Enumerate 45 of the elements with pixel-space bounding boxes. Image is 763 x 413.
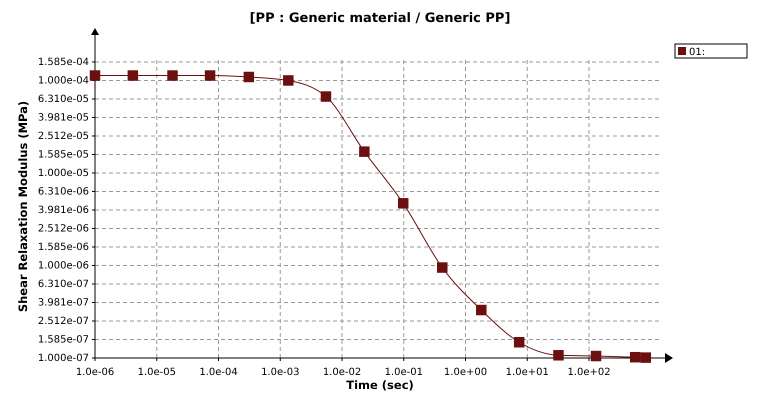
point xyxy=(476,304,487,316)
y-tick-label: 6.310e-06 xyxy=(38,186,89,198)
y-tick-label: 1.585e-07 xyxy=(38,334,89,346)
legend-label: 01: xyxy=(689,47,706,58)
y-tick-label: 3.981e-05 xyxy=(38,112,89,124)
point xyxy=(398,198,408,209)
x-tick-label: 1.0e-05 xyxy=(138,367,176,378)
y-tick-label: 3.981e-07 xyxy=(38,298,89,309)
chart-title: [PP : Generic material / Generic PP] xyxy=(250,11,510,26)
y-tick-label: 1.000e-05 xyxy=(38,168,89,180)
y-tick-label: 2.512e-07 xyxy=(38,316,89,328)
point xyxy=(514,337,524,348)
point xyxy=(90,70,100,81)
y-tick-label: 2.512e-05 xyxy=(38,131,89,142)
point xyxy=(128,70,138,81)
x-tick-label: 1.0e-04 xyxy=(199,367,238,378)
x-axis-title: Time (sec) xyxy=(346,378,414,392)
x-tick-label: 1.0e+02 xyxy=(567,367,611,378)
point xyxy=(553,350,564,361)
y-tick-label: 1.585e-06 xyxy=(38,242,89,254)
y-tick-label: 1.585e-04 xyxy=(38,57,89,68)
point xyxy=(204,70,216,81)
y-tick-label: 1.585e-05 xyxy=(38,150,89,161)
point xyxy=(437,262,448,273)
x-tick-label: 1.0e-06 xyxy=(76,367,114,378)
y-tick-label: 6.310e-07 xyxy=(38,279,89,290)
x-tick-label: 1.0e-03 xyxy=(261,367,300,378)
point xyxy=(359,146,370,157)
point xyxy=(283,75,294,86)
y-tick-label: 1.000e-07 xyxy=(38,353,89,364)
x-tick-label: 1.0e-02 xyxy=(322,367,362,378)
y-tick-label: 1.000e-06 xyxy=(38,260,89,272)
y-tick-label: 3.981e-06 xyxy=(38,205,89,216)
y-axis-title: Shear Relaxation Modulus (MPa) xyxy=(16,100,30,312)
x-tick-label: 1.0e+00 xyxy=(444,367,488,378)
point xyxy=(244,72,254,82)
point xyxy=(320,91,332,102)
y-tick-label: 6.310e-05 xyxy=(38,94,89,106)
x-tick-label: 1.0e+01 xyxy=(506,367,549,378)
y-tick-label: 1.000e-04 xyxy=(38,76,89,87)
point xyxy=(590,350,602,362)
x-tick-label: 1.0e-01 xyxy=(384,367,423,378)
point xyxy=(167,70,178,81)
y-tick-label: 2.512e-06 xyxy=(38,224,89,235)
point xyxy=(630,352,640,362)
